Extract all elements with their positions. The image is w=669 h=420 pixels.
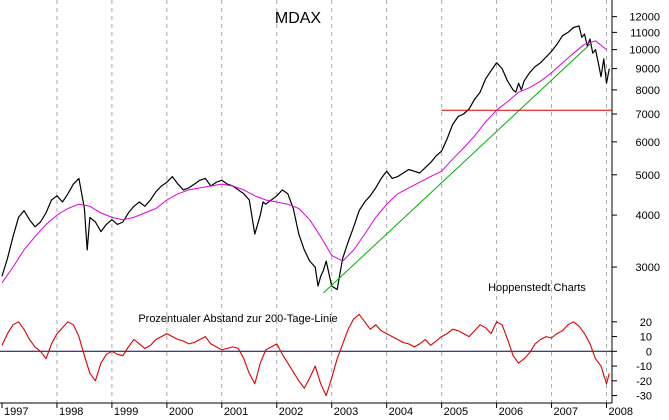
y-tick-label: 9000 (636, 64, 660, 76)
y-tick-label: 3000 (636, 262, 660, 274)
series-trend-line (323, 43, 591, 294)
x-tick-label: 2004 (389, 406, 413, 418)
x-tick-label: 2005 (444, 406, 468, 418)
osc-tick-label: 10 (640, 332, 652, 344)
y-tick-label: 10000 (629, 45, 660, 57)
x-tick-label: 2003 (334, 406, 358, 418)
x-tick-label: 1997 (4, 406, 28, 418)
series-ma200-line (1, 40, 607, 284)
x-tick-label: 2008 (609, 406, 633, 418)
osc-tick-label: 20 (640, 317, 652, 329)
x-tick-label: 2000 (169, 406, 193, 418)
y-tick-label: 12000 (629, 12, 660, 24)
series-index-line (1, 25, 610, 291)
series-deviation-line (1, 313, 610, 397)
x-tick-label: 2007 (554, 406, 578, 418)
plot-lines (0, 25, 612, 397)
y-tick-label: 7000 (636, 109, 660, 121)
bottom-axis: 1997 1998 1999 2000 2001 2002 2003 2004 2005 2006… (0, 402, 633, 418)
y-tick-label: 5000 (636, 170, 660, 182)
osc-tick-label: -10 (636, 361, 652, 373)
right-axis: 3000 4000 5000 6000 7000 8000 9000 10000 11000 12… (611, 0, 660, 403)
y-tick-label: 8000 (636, 85, 660, 97)
osc-tick-label: -20 (636, 376, 652, 388)
x-tick-label: 2001 (224, 406, 248, 418)
osc-tick-label: -30 (636, 391, 652, 403)
x-tick-label: 1998 (59, 406, 83, 418)
x-tick-label: 2002 (279, 406, 303, 418)
y-tick-label: 11000 (630, 27, 660, 39)
x-tick-label: 1999 (114, 406, 138, 418)
y-tick-label: 4000 (636, 210, 660, 222)
x-tick-label: 2006 (499, 406, 523, 418)
oscillator-title: Prozentualer Abstand zur 200-Tage-Linie (138, 313, 337, 325)
y-tick-label: 6000 (636, 137, 660, 149)
osc-tick-label: 0 (646, 346, 652, 358)
chart-title: MDAX (275, 10, 322, 27)
source-annotation: Hoppenstedt Charts (488, 282, 586, 294)
